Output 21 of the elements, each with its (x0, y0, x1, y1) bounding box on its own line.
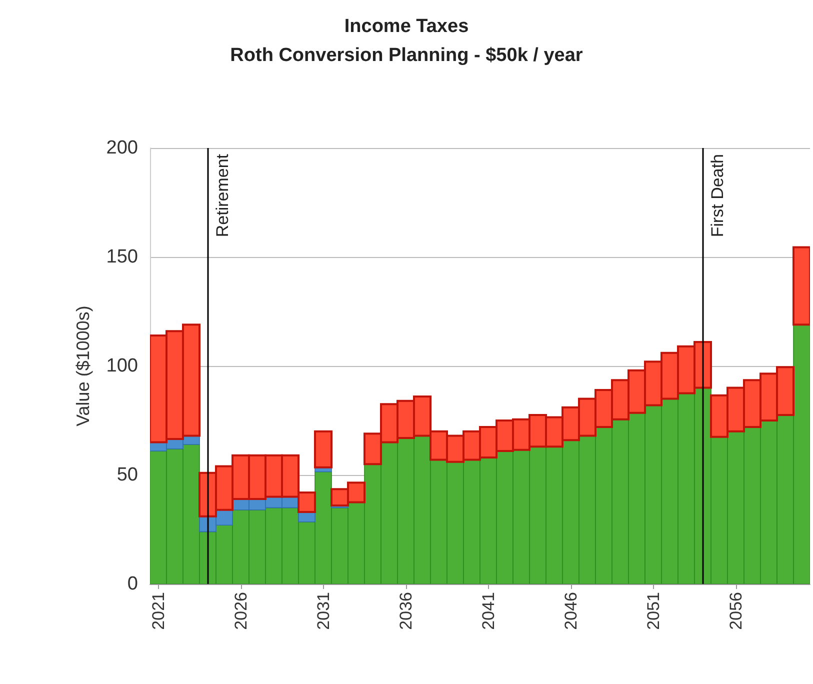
chart-title: Income Taxes (344, 16, 469, 37)
ref-line-label: Retirement (212, 154, 232, 238)
x-tick-label: 2041 (478, 592, 498, 630)
x-tick-label: 2026 (231, 592, 250, 630)
x-tick-label: 2046 (561, 592, 580, 630)
bar (298, 512, 316, 522)
y-axis-title: Value ($1000s) (73, 306, 93, 426)
chart-subtitle: Roth Conversion Planning - $50k / year (230, 45, 584, 66)
bar (314, 430, 332, 468)
x-tick-label: 2051 (644, 592, 663, 630)
x-tick-label: 2031 (314, 592, 333, 630)
y-tick-label: 150 (106, 246, 138, 268)
bar (792, 246, 810, 326)
y-tick-label: 50 (116, 464, 138, 486)
y-tick-label: 0 (127, 574, 138, 594)
ref-line-label: First Death (708, 154, 727, 238)
x-tick-label: 2021 (148, 592, 168, 630)
y-tick-label: 200 (106, 138, 138, 158)
y-tick-label: 100 (106, 356, 138, 376)
x-tick-label: 2056 (726, 592, 746, 630)
x-tick-label: 2036 (396, 592, 416, 630)
